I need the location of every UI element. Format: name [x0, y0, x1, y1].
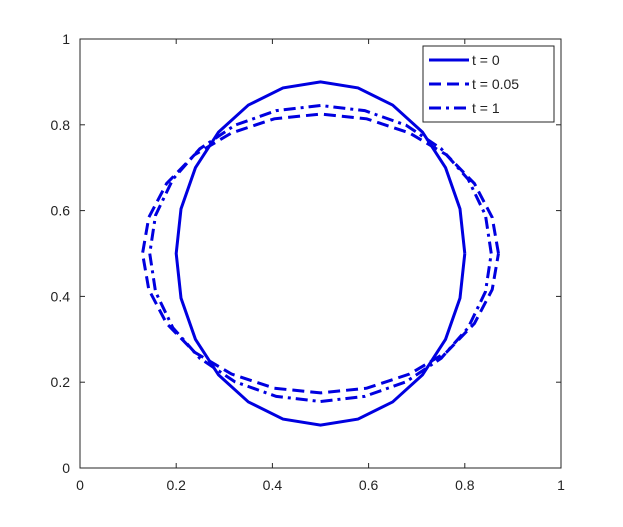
legend-label: t = 1 [472, 100, 500, 116]
legend-label: t = 0 [472, 52, 500, 68]
y-tick-label: 0.6 [51, 203, 71, 219]
x-tick-label: 0.6 [359, 477, 379, 493]
x-tick-label: 0 [76, 477, 84, 493]
series-line [148, 103, 493, 404]
y-tick-label: 0.4 [51, 288, 71, 304]
y-tick-label: 0.8 [51, 117, 71, 133]
y-tick-label: 0 [62, 460, 70, 476]
x-tick-label: 0.8 [455, 477, 475, 493]
series-line [174, 80, 467, 427]
x-tick-label: 0.2 [166, 477, 186, 493]
y-tick-label: 1 [62, 31, 70, 47]
x-tick-label: 1 [557, 477, 565, 493]
y-tick-label: 0.2 [51, 374, 71, 390]
series-line [141, 112, 500, 395]
legend-label: t = 0.05 [472, 76, 519, 92]
x-tick-label: 0.4 [263, 477, 283, 493]
